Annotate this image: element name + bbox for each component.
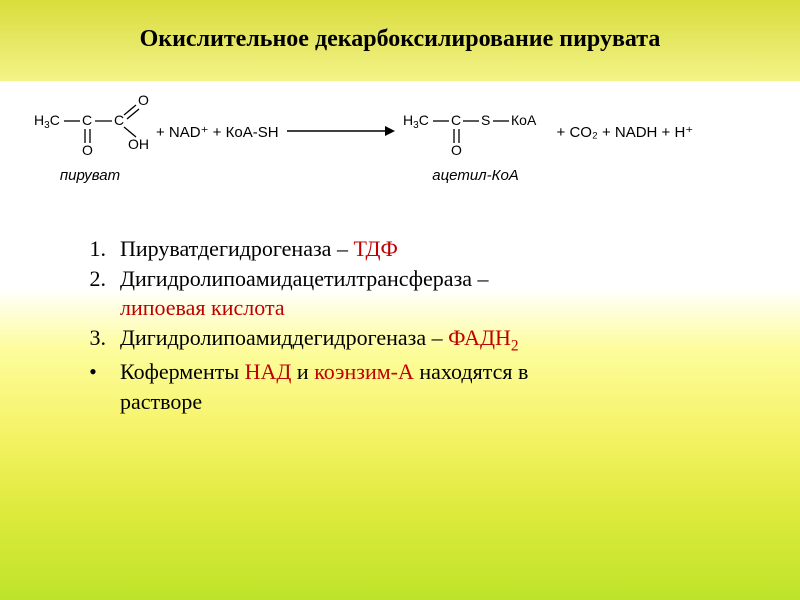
c2-label: C	[114, 112, 124, 128]
list-item-2b: липоевая кислота	[80, 293, 800, 323]
koa-label: КоА	[511, 112, 537, 128]
acetylcoa-label: ацетил-КоА	[432, 167, 519, 184]
slide-title: Окислительное декарбоксилирование пирува…	[0, 0, 800, 53]
list-text: Коферменты НАД и коэнзим-А находятся в	[120, 357, 528, 387]
products-text: + CO₂ + NADH + H⁺	[557, 93, 694, 141]
o-label-2: O	[451, 142, 462, 158]
pyruvate-structure: H3C C C O	[30, 93, 150, 184]
oh-label: OH	[128, 136, 149, 152]
reactants-text: + NAD⁺ + КоА-SH	[156, 93, 279, 141]
list-text: Пируватдегидрогеназа – ТДФ	[120, 234, 398, 264]
list-number: 1.	[80, 234, 106, 264]
reaction-arrow	[285, 93, 395, 144]
list-item-2: 2. Дигидролипоамидацетилтрансфераза –	[80, 264, 800, 294]
list-spacer	[80, 387, 106, 417]
ch3-label: H3C	[34, 112, 60, 131]
o-bottom-label: O	[82, 142, 93, 158]
reaction-equation: H3C C C O	[30, 93, 770, 184]
list-text: Дигидролипоамиддегидрогеназа – ФАДН2	[120, 323, 519, 357]
ch3-label-2: H3C	[403, 112, 429, 131]
list-item-note: • Коферменты НАД и коэнзим-А находятся в	[80, 357, 800, 387]
list-text: Дигидролипоамидацетилтрансфераза –	[120, 264, 489, 294]
list-item-3: 3. Дигидролипоамиддегидрогеназа – ФАДН2	[80, 323, 800, 357]
list-number: 2.	[80, 264, 106, 294]
cofactor: ФАДН2	[448, 325, 518, 350]
reaction-panel: H3C C C O	[0, 81, 800, 194]
enzyme-list: 1. Пируватдегидрогеназа – ТДФ 2. Дигидро…	[80, 234, 800, 417]
list-item-1: 1. Пируватдегидрогеназа – ТДФ	[80, 234, 800, 264]
list-text: растворе	[120, 387, 202, 417]
pyruvate-label: пируват	[60, 167, 120, 184]
slide: Окислительное декарбоксилирование пирува…	[0, 0, 800, 600]
list-item-note-2: растворе	[80, 387, 800, 417]
cofactor: липоевая кислота	[120, 293, 285, 323]
cofactor: ТДФ	[353, 236, 397, 261]
c-label-2: C	[451, 112, 461, 128]
o-top-label: O	[138, 93, 149, 108]
cofactor: НАД	[245, 359, 292, 384]
acetylcoa-structure: H3C C S КоА O ацетил-КоА	[401, 93, 551, 184]
bullet-icon: •	[80, 357, 106, 387]
s-label: S	[481, 112, 490, 128]
list-spacer	[80, 293, 106, 323]
cofactor: коэнзим-А	[314, 359, 414, 384]
list-number: 3.	[80, 323, 106, 353]
